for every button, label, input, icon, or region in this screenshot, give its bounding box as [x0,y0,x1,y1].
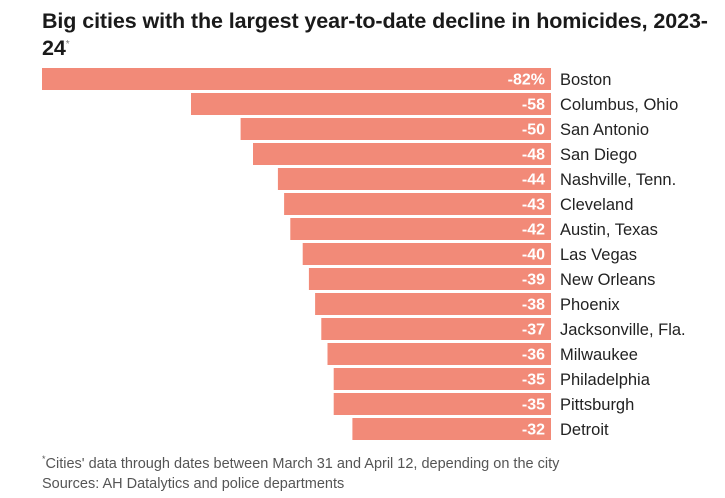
category-label-5: Cleveland [560,196,633,214]
category-label-0: Boston [560,71,611,89]
bar-14 [352,418,551,440]
category-label-10: Jacksonville, Fla. [560,321,686,339]
category-label-1: Columbus, Ohio [560,96,678,114]
bar-7 [302,243,551,265]
category-label-7: Las Vegas [560,246,637,264]
category-label-13: Pittsburgh [560,396,634,414]
bar-value-label-8: -39 [522,272,545,289]
bar-value-label-5: -43 [522,197,545,214]
bar-2 [240,118,551,140]
footnote-marker: * [42,454,46,465]
bar-value-label-3: -48 [522,147,545,164]
bar-value-label-9: -38 [522,297,545,314]
bar-value-label-6: -42 [522,222,545,239]
bar-value-label-1: -58 [522,97,545,114]
bar-value-label-11: -36 [522,347,545,364]
bar-value-label-14: -32 [522,422,545,439]
bar-12 [333,368,551,390]
bar-5 [284,193,551,215]
bar-value-label-7: -40 [522,247,545,264]
bar-11 [327,343,551,365]
category-label-3: San Diego [560,146,637,164]
category-label-6: Austin, Texas [560,221,658,239]
bar-value-label-12: -35 [522,372,545,389]
chart-title-text: Big cities with the largest year-to-date… [42,9,708,60]
category-label-9: Phoenix [560,296,620,314]
bar-1 [191,93,551,115]
bar-10 [321,318,551,340]
bar-value-label-2: -50 [522,122,545,139]
bar-value-label-10: -37 [522,322,545,339]
bar-value-label-13: -35 [522,397,545,414]
footnote-source: Sources: AH Datalytics and police depart… [42,476,345,492]
chart-title: Big cities with the largest year-to-date… [42,8,712,62]
bar-value-label-0: -82% [508,72,545,89]
bar-4 [277,168,551,190]
bar-9 [315,293,551,315]
bar-8 [308,268,551,290]
footnote-note-text: Cities' data through dates between March… [45,456,560,472]
category-label-2: San Antonio [560,121,649,139]
category-label-14: Detroit [560,421,609,439]
category-label-8: New Orleans [560,271,655,289]
category-label-11: Milwaukee [560,346,638,364]
bar-6 [290,218,551,240]
category-label-4: Nashville, Tenn. [560,171,676,189]
title-footnote-marker: * [65,38,70,50]
category-label-12: Philadelphia [560,371,651,389]
bar-value-label-4: -44 [522,172,545,189]
bar-3 [253,143,551,165]
footnote-note: *Cities' data through dates between Marc… [42,455,559,473]
bar-0 [42,68,551,90]
bar-13 [333,393,551,415]
